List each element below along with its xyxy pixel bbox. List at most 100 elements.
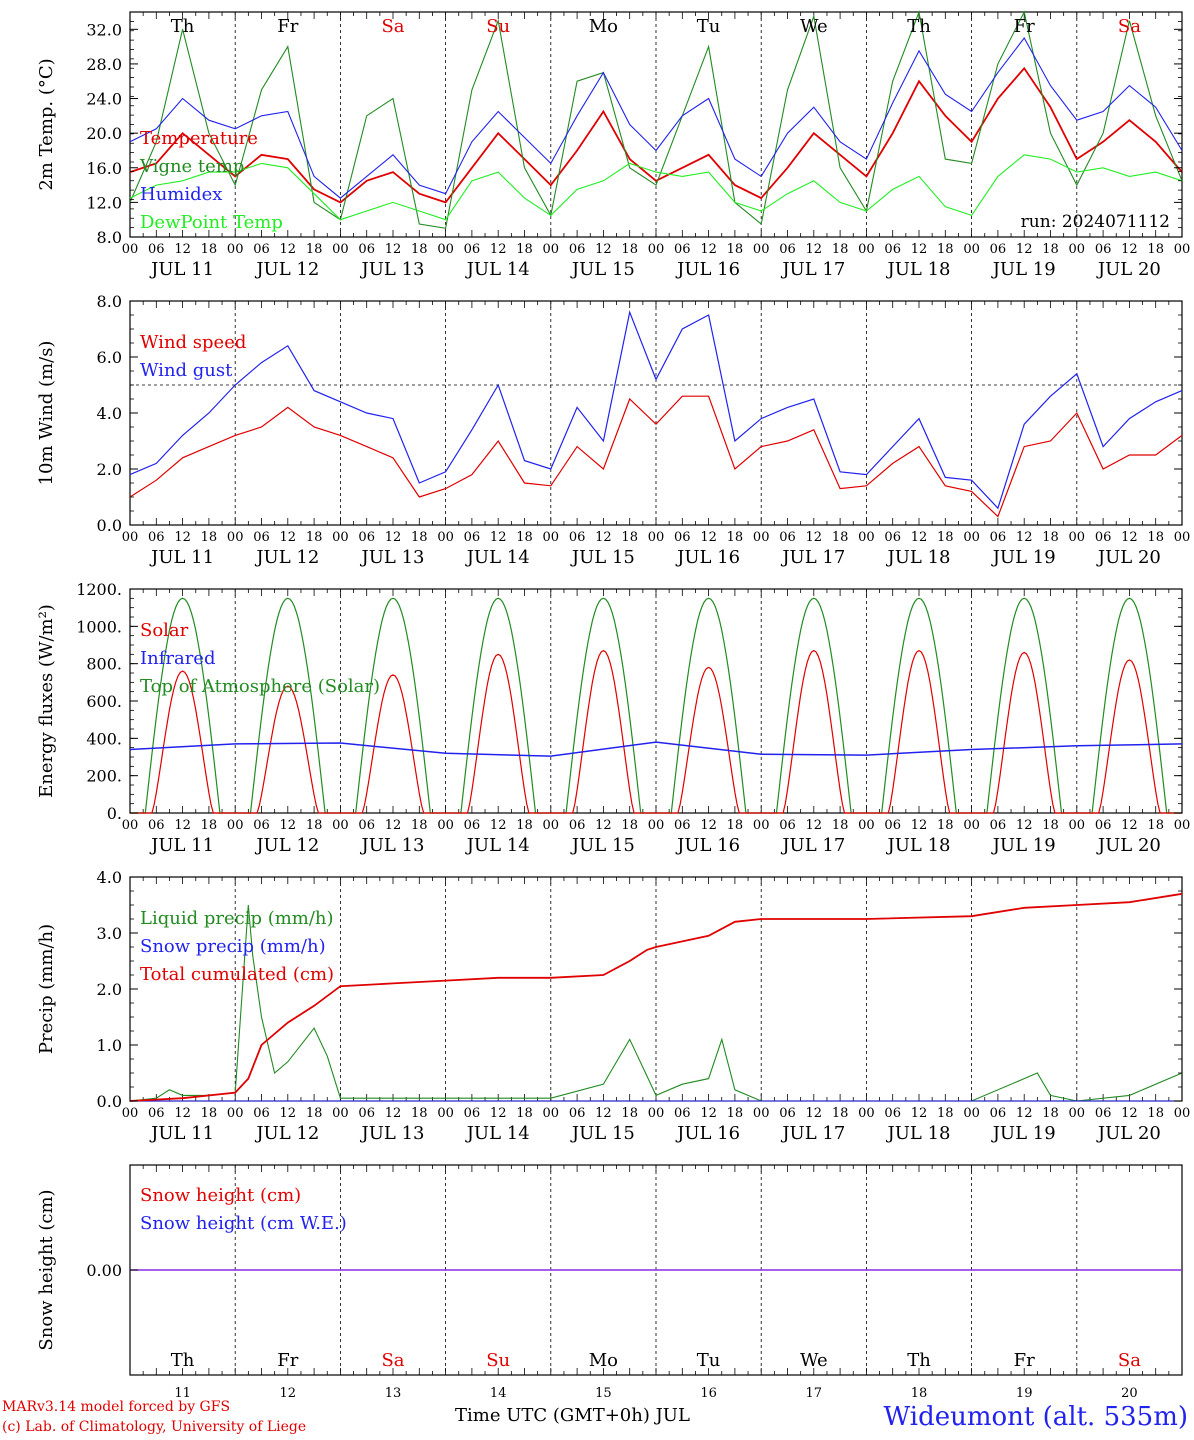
hour-tick-label: 00 xyxy=(1174,1106,1191,1121)
hour-tick-label: 06 xyxy=(1095,530,1112,545)
hour-tick-label: 18 xyxy=(621,818,638,833)
hour-tick-label: 06 xyxy=(779,530,796,545)
hour-tick-label: 06 xyxy=(674,1106,691,1121)
hour-tick-label: 00 xyxy=(122,242,139,257)
hour-tick-label: 18 xyxy=(832,1106,849,1121)
y-tick-label: 0.0 xyxy=(97,516,122,535)
hour-tick-label: 18 xyxy=(411,1106,428,1121)
hour-tick-label: 00 xyxy=(858,1106,875,1121)
panel-frame-3 xyxy=(129,588,1183,814)
y-tick-label: 16.0 xyxy=(86,159,122,178)
hour-tick-label: 06 xyxy=(253,818,270,833)
y-tick-label: 0.0 xyxy=(97,1092,122,1111)
day-number-label: 14 xyxy=(490,1386,507,1400)
hour-tick-label: 06 xyxy=(674,242,691,257)
hour-tick-label: 12 xyxy=(385,818,402,833)
hour-tick-label: 06 xyxy=(148,530,165,545)
day-label: Sa xyxy=(1118,16,1141,37)
y-tick-label: 24.0 xyxy=(86,90,122,109)
credit-model: MARv3.14 model forced by GFS xyxy=(2,1399,231,1415)
y-tick-label: 800. xyxy=(86,655,122,674)
hour-tick-label: 12 xyxy=(700,242,717,257)
date-label: JUL 13 xyxy=(360,835,425,856)
hour-tick-label: 00 xyxy=(437,242,454,257)
hour-tick-label: 06 xyxy=(569,530,586,545)
date-label: JUL 19 xyxy=(991,1123,1056,1144)
date-label: JUL 17 xyxy=(780,1123,845,1144)
date-label: JUL 14 xyxy=(465,547,530,568)
hour-tick-label: 00 xyxy=(332,1106,349,1121)
hour-tick-label: 00 xyxy=(122,530,139,545)
date-label: JUL 18 xyxy=(886,547,951,568)
hour-tick-label: 18 xyxy=(306,530,323,545)
date-label: JUL 19 xyxy=(991,259,1056,280)
hour-tick-label: 06 xyxy=(148,818,165,833)
hour-tick-label: 12 xyxy=(911,818,928,833)
hour-tick-label: 06 xyxy=(674,530,691,545)
date-label: JUL 15 xyxy=(570,547,635,568)
hour-tick-label: 18 xyxy=(727,242,744,257)
hour-tick-label: 06 xyxy=(569,818,586,833)
hour-tick-label: 18 xyxy=(1042,242,1059,257)
y-tick-label: 3.0 xyxy=(97,924,122,943)
legend-entry: Humidex xyxy=(140,184,222,205)
legend-entry: Wind gust xyxy=(140,360,233,381)
day-label: Sa xyxy=(1118,1350,1141,1371)
legend-entry: Total cumulated (cm) xyxy=(140,964,334,985)
hour-tick-label: 06 xyxy=(990,242,1007,257)
hour-tick-label: 12 xyxy=(1016,242,1033,257)
hour-tick-label: 06 xyxy=(358,1106,375,1121)
y-tick-label: 2.0 xyxy=(97,460,122,479)
date-label: JUL 20 xyxy=(1096,1123,1161,1144)
hour-tick-label: 00 xyxy=(1069,1106,1086,1121)
x-axis-title: Time UTC (GMT+0h) JUL xyxy=(455,1405,690,1426)
hour-tick-label: 18 xyxy=(621,242,638,257)
hour-tick-label: 12 xyxy=(806,530,823,545)
y-tick-label: 20.0 xyxy=(86,124,122,143)
panel-frame-2 xyxy=(129,300,1183,526)
series-line-vigne-temp xyxy=(129,9,1183,229)
hour-tick-label: 12 xyxy=(1121,1106,1138,1121)
meteogram-chart: 8.0 12.0 16.0 20.0 24.0 28.0 32.0 2m Temp. (°C)… xyxy=(36,9,1191,1400)
hour-tick-label: 18 xyxy=(937,242,954,257)
hour-tick-label: 00 xyxy=(753,530,770,545)
y-tick-label: 1200. xyxy=(76,580,122,599)
date-label: JUL 13 xyxy=(360,259,425,280)
date-label: JUL 20 xyxy=(1096,259,1161,280)
hour-tick-label: 18 xyxy=(727,530,744,545)
date-label: JUL 11 xyxy=(149,835,214,856)
hour-tick-label: 06 xyxy=(358,818,375,833)
date-label: JUL 14 xyxy=(465,259,530,280)
day-label: Su xyxy=(486,1350,510,1371)
day-label: Th xyxy=(907,16,931,37)
hour-tick-label: 18 xyxy=(937,530,954,545)
hour-tick-label: 06 xyxy=(464,818,481,833)
hour-tick-label: 18 xyxy=(516,530,533,545)
hour-tick-label: 18 xyxy=(727,1106,744,1121)
hour-tick-label: 12 xyxy=(1121,818,1138,833)
hour-tick-label: 18 xyxy=(1147,530,1164,545)
day-label: Th xyxy=(907,1350,931,1371)
y-tick-label: 4.0 xyxy=(97,404,122,423)
y-tick-label: 4.0 xyxy=(97,868,122,887)
series-line-solar xyxy=(130,649,1182,814)
y-tick-label: 1.0 xyxy=(97,1036,122,1055)
day-label: Sa xyxy=(381,16,404,37)
date-label: JUL 13 xyxy=(360,1123,425,1144)
hour-tick-label: 12 xyxy=(595,1106,612,1121)
legend-entry: Infrared xyxy=(140,648,215,669)
hour-tick-label: 00 xyxy=(858,242,875,257)
hour-tick-label: 18 xyxy=(411,530,428,545)
y-tick-label: 32.0 xyxy=(86,20,122,39)
hour-tick-label: 18 xyxy=(1147,818,1164,833)
hour-tick-label: 06 xyxy=(464,530,481,545)
hour-tick-label: 18 xyxy=(516,1106,533,1121)
hour-tick-label: 06 xyxy=(464,1106,481,1121)
hour-tick-label: 18 xyxy=(621,530,638,545)
date-label: JUL 20 xyxy=(1096,835,1161,856)
hour-tick-label: 18 xyxy=(201,818,218,833)
day-label: Fr xyxy=(1014,1350,1035,1371)
day-label: Fr xyxy=(277,1350,298,1371)
hour-tick-label: 18 xyxy=(306,1106,323,1121)
hour-tick-label: 06 xyxy=(884,242,901,257)
